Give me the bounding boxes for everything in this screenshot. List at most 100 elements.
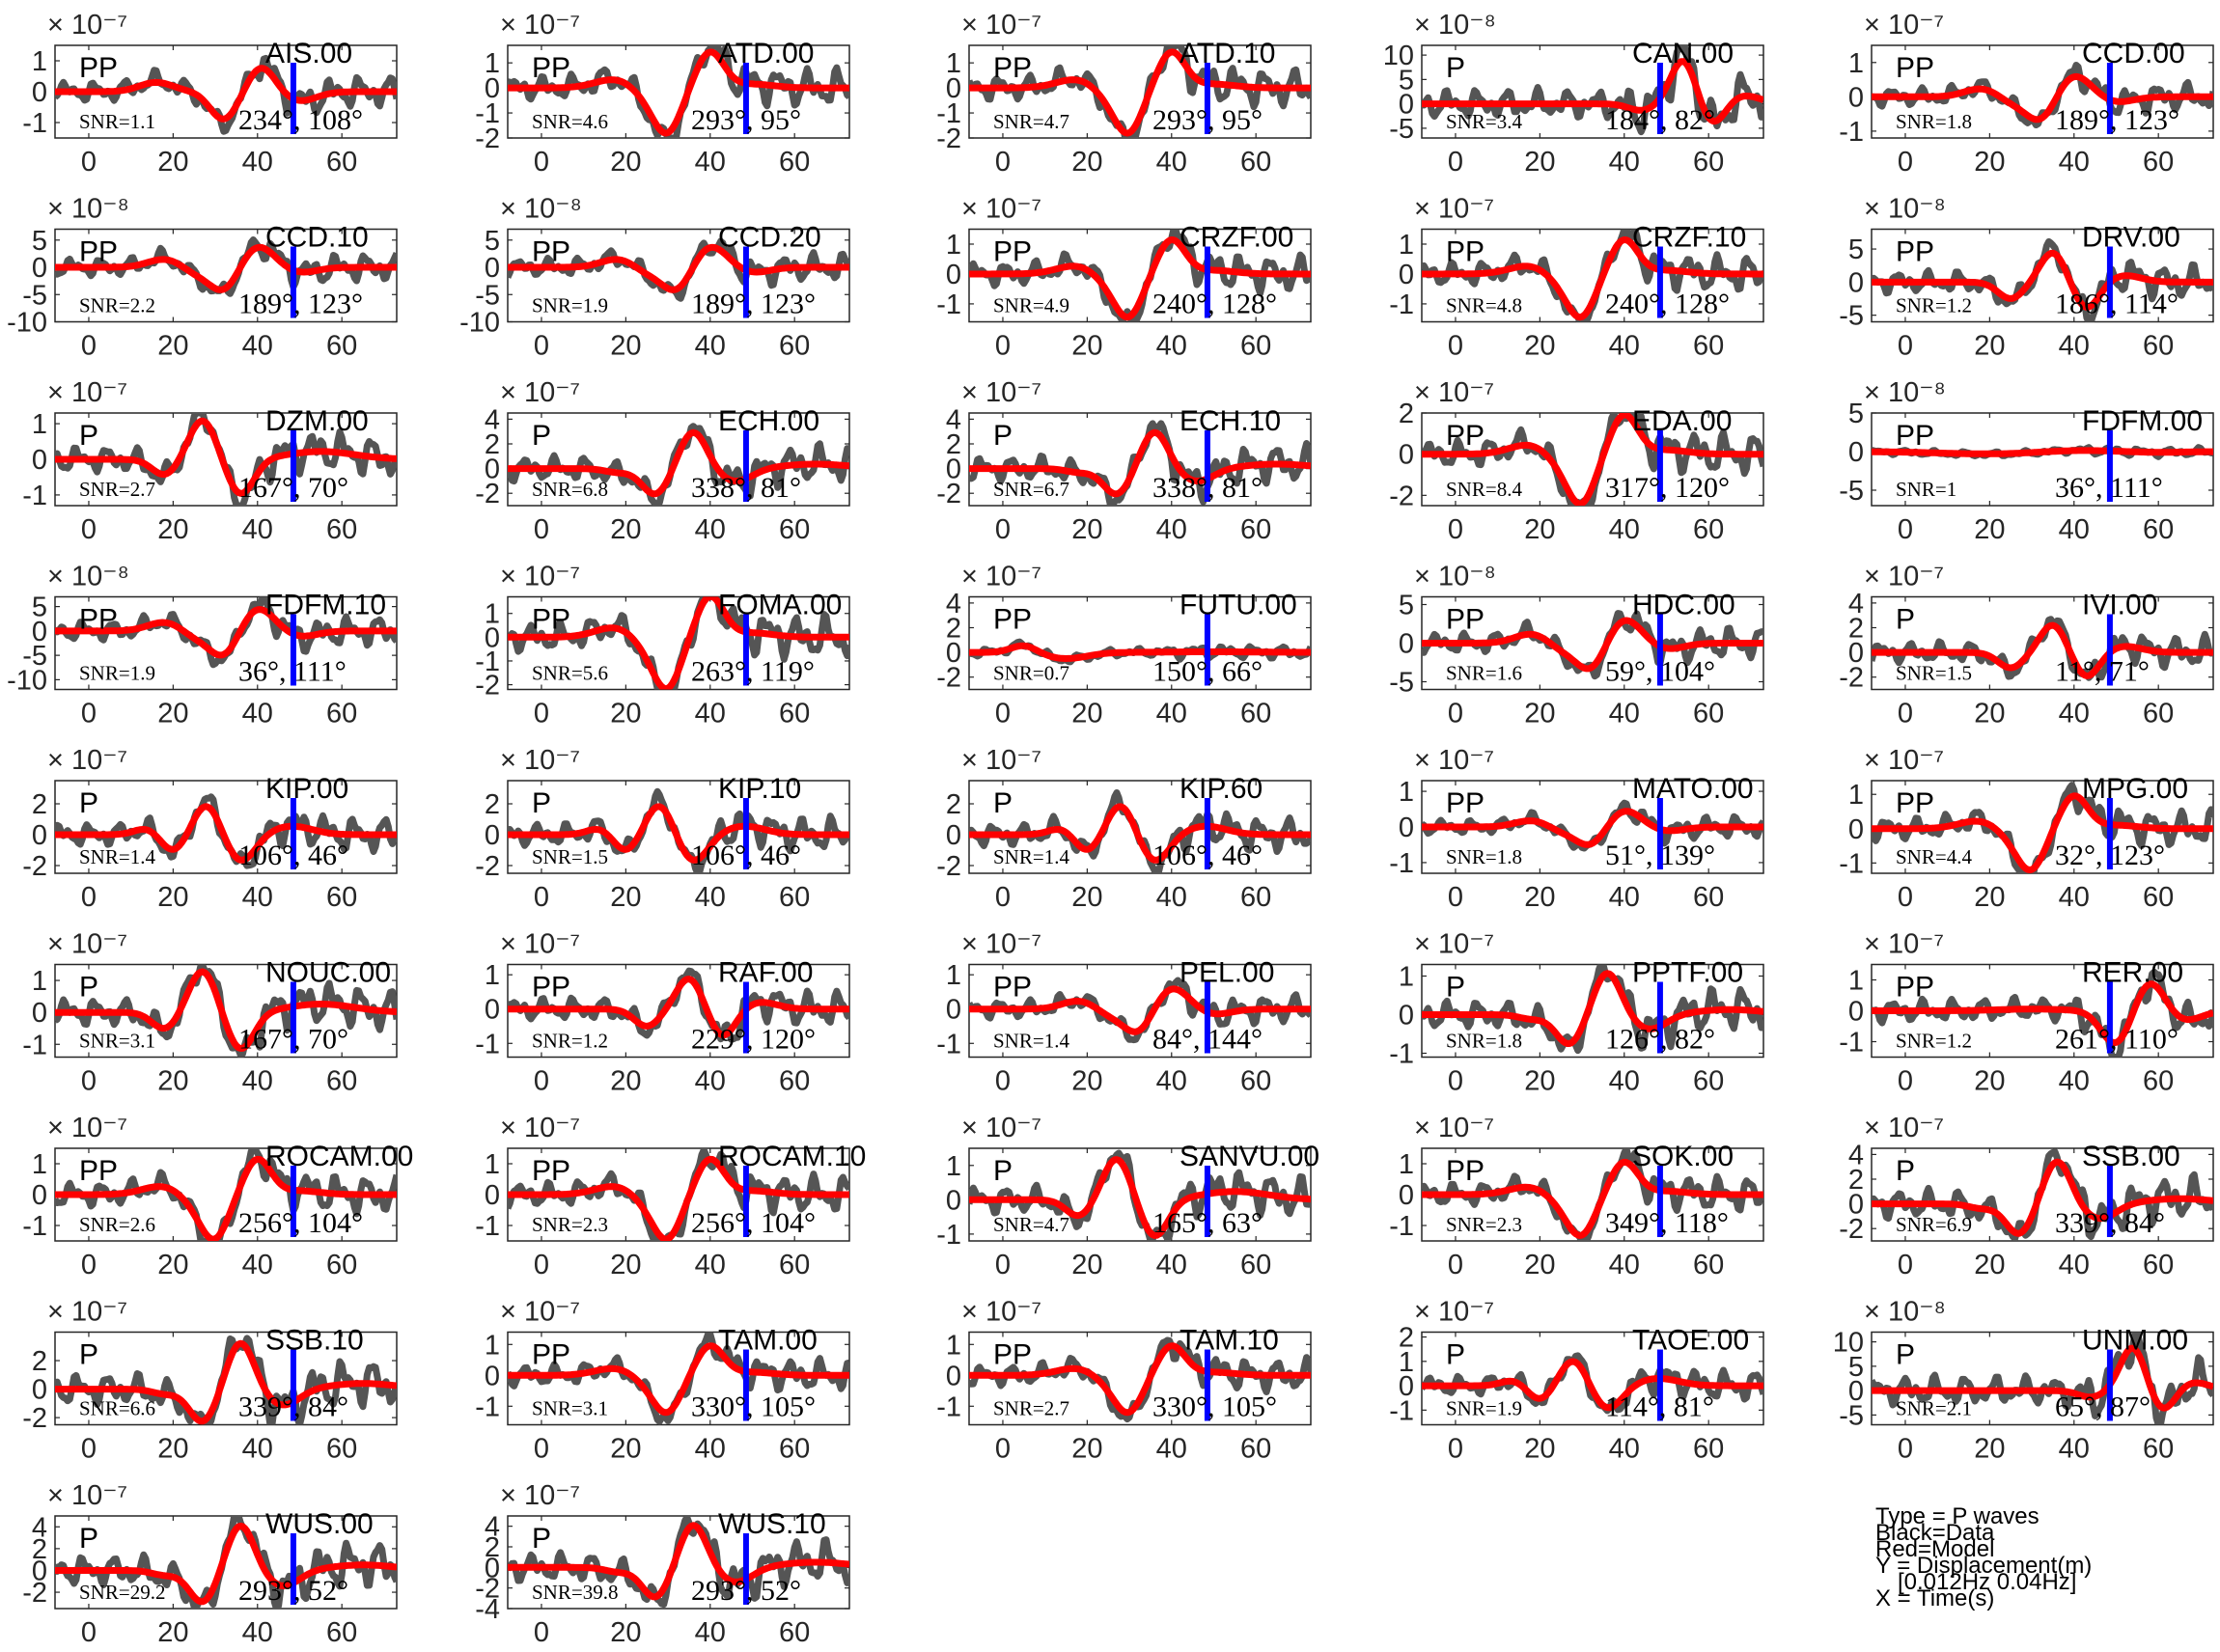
x-tick-label: 0 xyxy=(81,1617,97,1648)
y-tick-label: 1 xyxy=(485,599,500,630)
phase-label: PP xyxy=(532,1339,570,1371)
snr-label: SNR=2.7 xyxy=(79,478,155,501)
snr-label: SNR=1.8 xyxy=(1446,1030,1522,1053)
x-tick-label: 0 xyxy=(1898,331,1913,362)
y-tick-label: 0 xyxy=(946,1185,961,1216)
station-label: AIS.00 xyxy=(265,38,352,69)
azimuth-label: 106°, 46° xyxy=(691,840,801,871)
y-tick-label: 10 xyxy=(1383,41,1414,71)
x-tick-label: 60 xyxy=(1240,882,1271,913)
x-tick-label: 60 xyxy=(1240,331,1271,362)
y-exponent-label: × 10⁻⁸ xyxy=(1414,10,1496,41)
legend-x: X = Time(s) xyxy=(1875,1585,1995,1611)
x-tick-label: 40 xyxy=(2059,514,2090,545)
model-trace xyxy=(55,1155,397,1241)
y-tick-label: -1 xyxy=(1839,1028,1864,1059)
y-tick-label: -1 xyxy=(475,1029,500,1060)
y-tick-label: 1 xyxy=(946,1330,961,1361)
x-tick-label: 20 xyxy=(1524,699,1555,730)
x-tick-label: 60 xyxy=(2143,699,2174,730)
azimuth-label: 256°, 104° xyxy=(238,1207,363,1239)
y-exponent-label: × 10⁻⁷ xyxy=(961,929,1041,960)
y-tick-label: 2 xyxy=(32,1346,47,1377)
model-trace xyxy=(508,976,849,1039)
station-label: SSB.00 xyxy=(2082,1141,2180,1172)
y-tick-label: -5 xyxy=(1389,668,1414,699)
azimuth-label: 234°, 108° xyxy=(238,104,363,136)
azimuth-label: 126°, 82° xyxy=(1605,1024,1715,1056)
azimuth-label: 339°, 84° xyxy=(2055,1207,2165,1239)
y-exponent-label: × 10⁻⁷ xyxy=(961,562,1041,592)
y-tick-label: 1 xyxy=(485,960,500,991)
snr-label: SNR=8.4 xyxy=(1446,478,1522,501)
y-tick-label: -1 xyxy=(936,289,961,320)
y-tick-label: 4 xyxy=(946,589,961,620)
station-label: ROCAM.00 xyxy=(265,1141,413,1172)
y-exponent-label: × 10⁻⁸ xyxy=(500,194,582,225)
x-tick-label: 60 xyxy=(326,1066,357,1097)
phase-label: PP xyxy=(1446,1155,1485,1187)
phase-label: P xyxy=(993,787,1013,819)
x-tick-label: 0 xyxy=(534,147,549,178)
y-tick-label: 0 xyxy=(1848,267,1864,298)
y-tick-label: -1 xyxy=(1389,1395,1414,1426)
y-tick-label: 0 xyxy=(946,260,961,290)
y-tick-label: 4 xyxy=(32,1512,47,1543)
y-tick-label: 5 xyxy=(1399,591,1414,621)
y-tick-label: 0 xyxy=(485,622,500,653)
y-tick-label: -2 xyxy=(22,1578,47,1609)
y-tick-label: 0 xyxy=(485,1553,500,1583)
azimuth-label: 189°, 123° xyxy=(2055,104,2179,136)
y-tick-label: 4 xyxy=(1848,1140,1864,1170)
model-trace xyxy=(508,1155,849,1241)
phase-label: P xyxy=(1446,52,1465,84)
model-trace xyxy=(55,243,397,293)
x-tick-label: 40 xyxy=(2059,331,2090,362)
station-label: FOMA.00 xyxy=(718,590,842,621)
x-tick-label: 40 xyxy=(1609,514,1640,545)
x-tick-label: 20 xyxy=(610,1066,641,1097)
x-tick-label: 40 xyxy=(1156,882,1187,913)
phase-label: PP xyxy=(1446,604,1485,636)
station-label: ATD.10 xyxy=(1179,38,1275,69)
x-tick-label: 40 xyxy=(242,1066,273,1097)
y-tick-label: 4 xyxy=(946,404,961,435)
y-tick-label: -2 xyxy=(475,851,500,882)
y-tick-label: -1 xyxy=(475,647,500,677)
x-tick-label: 0 xyxy=(534,1434,549,1465)
y-tick-label: 1 xyxy=(1399,230,1414,261)
station-label: IVI.00 xyxy=(2082,590,2157,621)
x-tick-label: 60 xyxy=(326,147,357,178)
model-trace xyxy=(55,1522,397,1606)
x-tick-label: 60 xyxy=(779,1617,810,1648)
y-tick-label: -1 xyxy=(1389,289,1414,320)
snr-label: SNR=1.2 xyxy=(532,1030,608,1053)
phase-label: P xyxy=(532,420,551,452)
station-label: EDA.00 xyxy=(1632,405,1732,437)
phase-label: P xyxy=(1896,1155,1915,1187)
snr-label: SNR=1.5 xyxy=(532,845,608,868)
model-trace xyxy=(1422,58,1763,125)
x-tick-label: 20 xyxy=(610,147,641,178)
y-tick-label: -2 xyxy=(22,1403,47,1434)
snr-label: SNR=4.7 xyxy=(993,110,1069,133)
y-tick-label: -5 xyxy=(1839,476,1864,507)
station-label: CRZF.00 xyxy=(1179,222,1293,254)
phase-label: PP xyxy=(1896,972,1934,1004)
phase-label: P xyxy=(79,1339,98,1371)
azimuth-label: 261°, 110° xyxy=(2055,1024,2178,1056)
x-tick-label: 40 xyxy=(2059,699,2090,730)
model-trace xyxy=(969,985,1311,1035)
y-tick-label: 0 xyxy=(1399,629,1414,660)
x-tick-label: 0 xyxy=(1898,1066,1913,1097)
station-label: HDC.00 xyxy=(1632,590,1735,621)
snr-label: SNR=4.8 xyxy=(1446,294,1522,317)
panel-frame-ssb.10 xyxy=(54,1331,398,1426)
model-trace xyxy=(55,968,397,1052)
phase-label: P xyxy=(532,787,551,819)
y-tick-label: 1 xyxy=(1848,780,1864,811)
snr-label: SNR=2.3 xyxy=(1446,1213,1522,1236)
azimuth-label: 338°, 81° xyxy=(691,472,801,504)
x-tick-label: 60 xyxy=(779,1434,810,1465)
azimuth-label: 293°, 52° xyxy=(691,1575,801,1607)
